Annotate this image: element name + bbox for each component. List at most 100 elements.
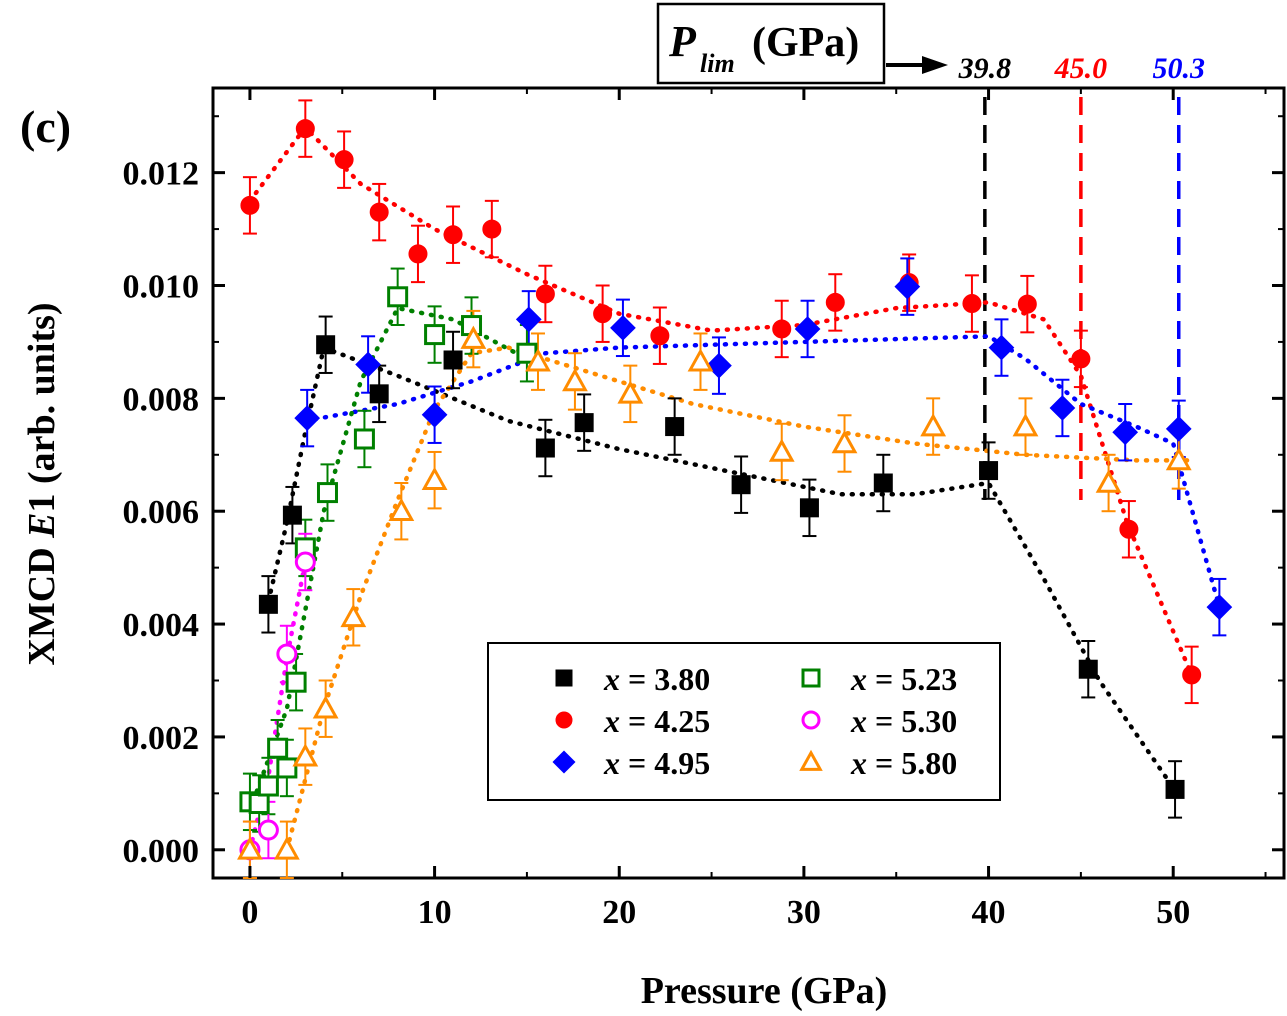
y-axis-title-part-1: XMCD xyxy=(21,538,63,666)
point-5-80-4 xyxy=(340,603,367,628)
point-3-80-12 xyxy=(1078,659,1098,679)
legend-label-4-95: x = 4.95 xyxy=(603,745,710,781)
point-5-23-9 xyxy=(387,286,409,308)
y-tick-label-5: 0.010 xyxy=(123,269,200,306)
panel-label: (c) xyxy=(20,101,71,152)
fit-curve-4-25 xyxy=(247,125,1194,678)
point-5-80-14 xyxy=(920,413,947,437)
point-4-25-10 xyxy=(772,319,792,339)
point-5-30-1 xyxy=(257,819,279,841)
legend-marker-5-80 xyxy=(799,749,823,771)
point-4-95-6 xyxy=(794,316,821,342)
point-5-80-7 xyxy=(460,325,487,349)
plim-box-frame xyxy=(656,2,886,85)
point-4-95-4 xyxy=(610,314,636,341)
legend-value: = 4.95 xyxy=(620,745,710,781)
legend-entry-3-80: x = 3.80 xyxy=(555,661,710,697)
plim-label-39-8: 39.8 xyxy=(958,52,1012,85)
legend-var: x xyxy=(603,703,620,739)
point-4-95-0 xyxy=(294,405,321,431)
point-4-25-4 xyxy=(408,244,428,264)
point-4-95-7 xyxy=(894,273,921,300)
y-axis-title-part-2: E xyxy=(21,513,63,539)
point-4-95-1 xyxy=(355,351,381,378)
point-3-80-7 xyxy=(665,417,685,437)
point-4-25-15 xyxy=(1071,349,1091,369)
plot-frame xyxy=(211,86,1286,880)
legend-marker-5-30 xyxy=(801,710,821,730)
legend-label-3-80: x = 3.80 xyxy=(603,661,710,697)
point-5-23-5 xyxy=(285,671,307,693)
plim-label-45-0: 45.0 xyxy=(1054,52,1108,85)
legend-label-4-25: x = 4.25 xyxy=(603,703,710,739)
legend-entry-5-30: x = 5.30 xyxy=(801,703,957,739)
point-5-23-4 xyxy=(276,757,298,779)
point-5-80-16 xyxy=(1095,469,1122,493)
point-3-80-8 xyxy=(731,475,751,495)
x-tick-label-40: 40 xyxy=(972,894,1006,931)
point-4-95-9 xyxy=(1049,395,1076,421)
point-3-80-13 xyxy=(1165,779,1185,799)
legend-marker-4-25 xyxy=(555,711,573,729)
point-4-95-2 xyxy=(421,401,448,428)
legend-var: x xyxy=(850,745,867,781)
y-tick-label-2: 0.004 xyxy=(123,607,200,644)
point-4-25-1 xyxy=(295,119,315,139)
legend-value: = 4.25 xyxy=(620,703,710,739)
legend-marker-4-95 xyxy=(552,750,576,774)
legend-value: = 3.80 xyxy=(620,661,710,697)
y-tick-label-1: 0.002 xyxy=(123,720,200,757)
point-3-80-5 xyxy=(535,438,555,458)
legend-var: x xyxy=(603,745,620,781)
legend-label-5-30: x = 5.30 xyxy=(850,703,957,739)
point-4-25-7 xyxy=(535,284,555,304)
point-5-80-5 xyxy=(388,497,415,521)
y-tick-label-6: 0.012 xyxy=(123,156,200,193)
legend-frame xyxy=(487,642,1001,801)
point-5-80-17 xyxy=(1165,446,1192,471)
point-3-80-6 xyxy=(574,413,594,433)
x-tick-label-50: 50 xyxy=(1156,894,1190,931)
plim-box-unit: (GPa) xyxy=(752,20,859,66)
point-3-80-1 xyxy=(282,505,302,525)
point-3-80-9 xyxy=(799,498,819,518)
point-4-95-10 xyxy=(1112,419,1139,446)
point-5-23-7 xyxy=(316,482,338,504)
point-3-80-4 xyxy=(443,350,463,370)
plim-box-symbol: P xyxy=(668,17,697,66)
legend-marker-5-23 xyxy=(801,668,821,688)
point-5-23-2 xyxy=(257,775,279,797)
point-4-25-3 xyxy=(369,202,389,222)
y-axis-title: XMCD E1 (arb. units) xyxy=(21,302,63,665)
legend-var: x xyxy=(850,703,867,739)
point-5-80-12 xyxy=(768,438,795,462)
point-4-25-16 xyxy=(1119,519,1139,539)
legend-label-5-23: x = 5.23 xyxy=(850,661,957,697)
point-5-23-3 xyxy=(267,737,289,759)
point-5-80-8 xyxy=(525,348,551,372)
legend-value: = 5.80 xyxy=(867,745,957,781)
point-4-25-14 xyxy=(1017,294,1037,314)
point-4-25-13 xyxy=(962,294,982,314)
point-5-80-3 xyxy=(312,695,339,719)
point-5-23-10 xyxy=(424,324,446,346)
x-tick-label-30: 30 xyxy=(787,894,821,931)
point-5-80-15 xyxy=(1012,413,1039,437)
plim-label-50-3: 50.3 xyxy=(1152,52,1205,85)
point-5-80-2 xyxy=(292,743,319,767)
point-3-80-10 xyxy=(873,473,893,493)
legend: x = 3.80 x = 5.23x = 4.25 x = 5.30x = 4.95… xyxy=(487,642,1001,801)
point-5-80-10 xyxy=(617,380,644,404)
x-tick-label-0: 0 xyxy=(241,894,258,931)
plim-lines: 39.8 45.0 50.3 xyxy=(958,52,1205,500)
point-4-25-8 xyxy=(593,304,613,324)
point-4-25-6 xyxy=(482,219,502,239)
point-4-25-9 xyxy=(650,326,670,346)
legend-label-5-80: x = 5.80 xyxy=(850,745,957,781)
point-3-80-2 xyxy=(316,335,336,355)
point-3-80-0 xyxy=(258,594,278,614)
x-axis-title: Pressure (GPa) xyxy=(641,970,888,1012)
legend-value: = 5.30 xyxy=(867,703,957,739)
y-axis-title-part-3: 1 (arb. units) xyxy=(21,302,63,512)
